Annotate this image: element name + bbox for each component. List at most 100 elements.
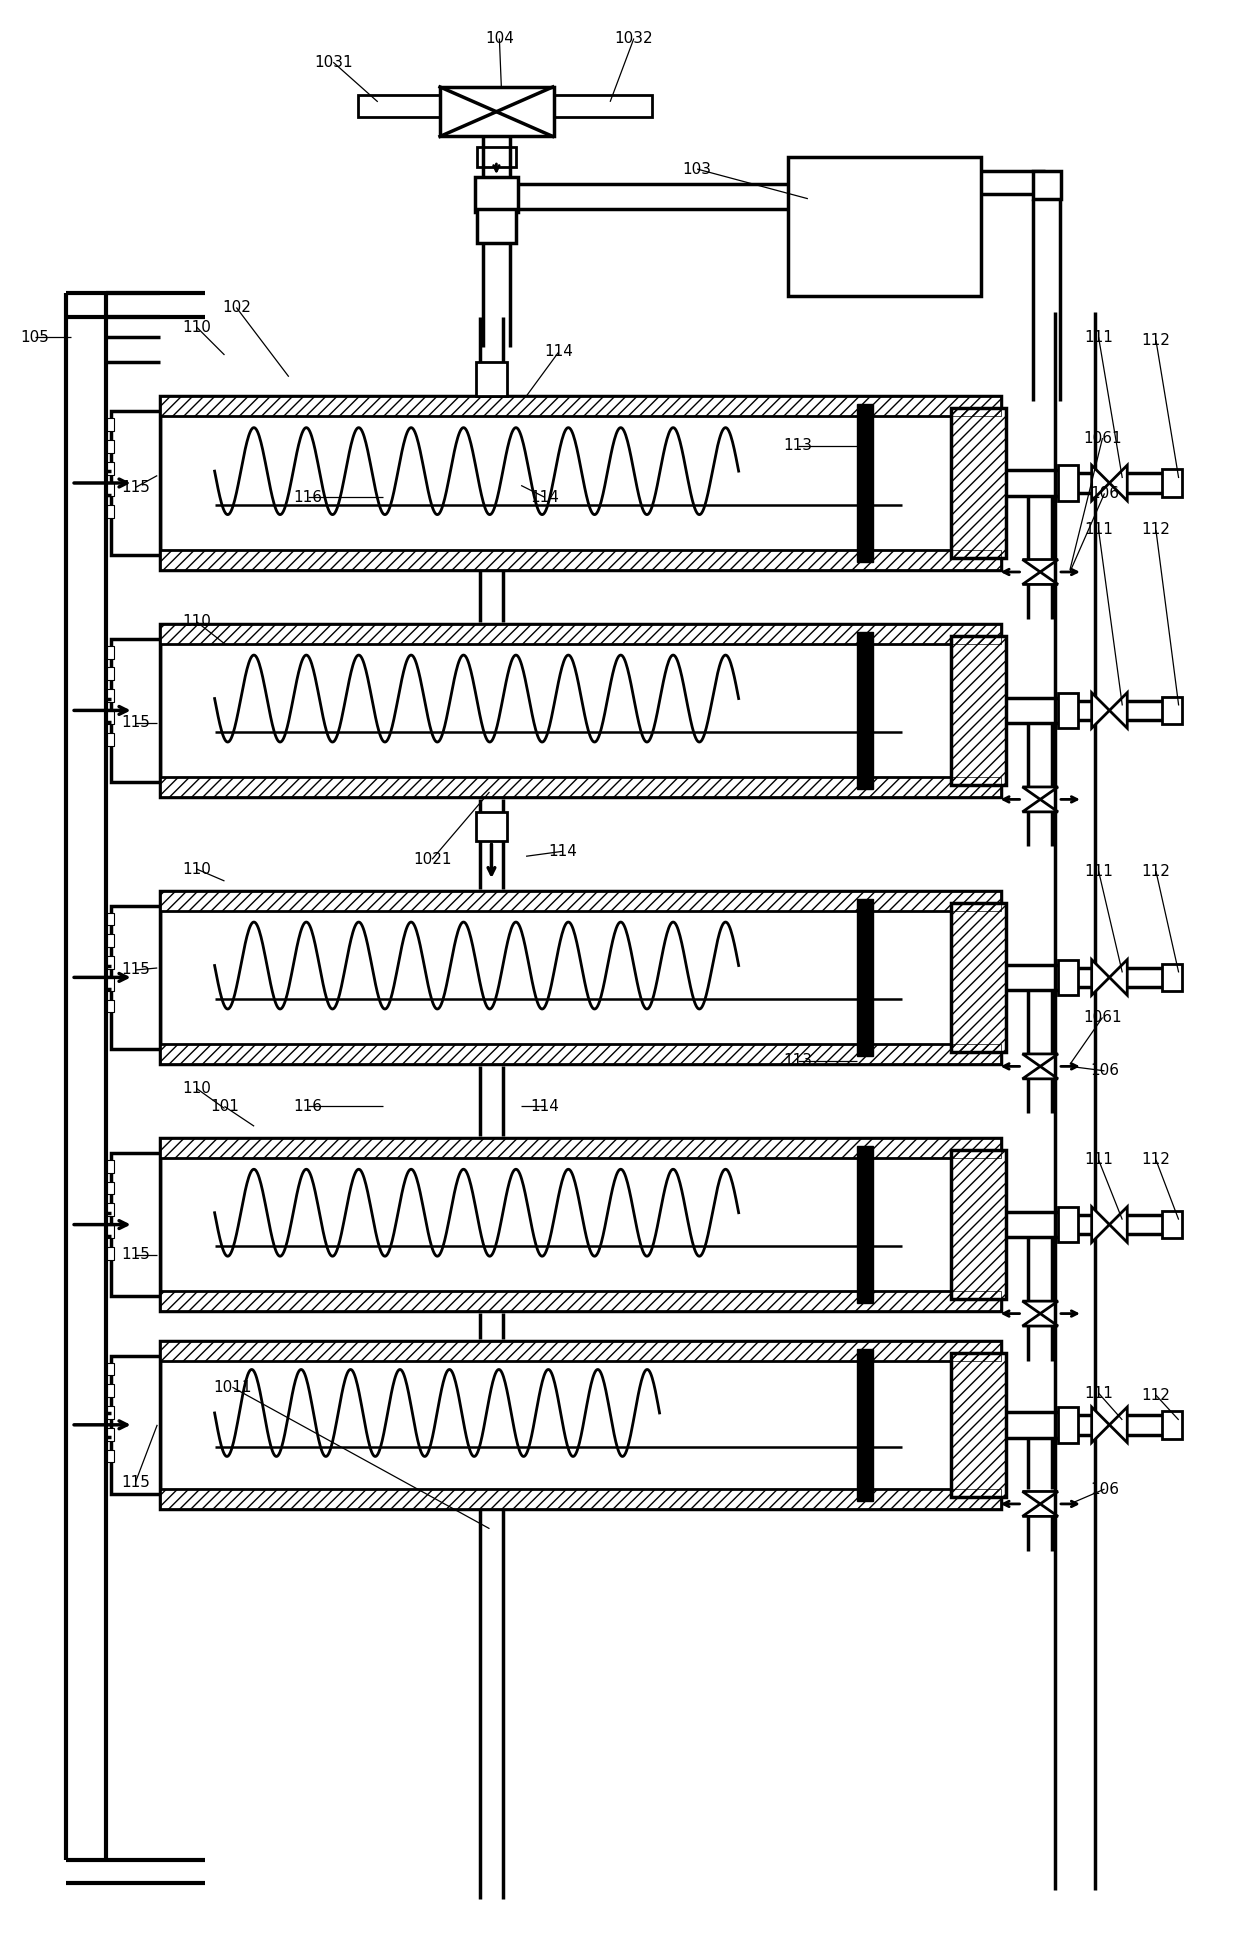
Bar <box>951 1353 1006 1497</box>
Text: 114: 114 <box>531 1100 559 1113</box>
Bar <box>160 1138 1001 1158</box>
Polygon shape <box>1110 960 1127 995</box>
Bar <box>160 891 1001 1065</box>
Bar <box>857 1146 873 1303</box>
Bar <box>160 891 1001 910</box>
Bar <box>105 1181 114 1195</box>
Text: 111: 111 <box>1084 523 1114 538</box>
Bar <box>105 484 114 496</box>
Bar <box>951 1150 1006 1299</box>
Bar <box>110 1154 160 1297</box>
Bar <box>105 935 114 947</box>
Bar <box>1162 469 1182 498</box>
Polygon shape <box>1023 1491 1058 1504</box>
Bar <box>160 397 1001 416</box>
Bar <box>951 902 1006 1051</box>
Polygon shape <box>1023 571 1058 585</box>
Text: 115: 115 <box>122 962 150 978</box>
Bar <box>1058 465 1078 501</box>
Bar <box>160 1044 1001 1065</box>
Bar <box>160 397 1001 416</box>
Text: 103: 103 <box>683 161 712 176</box>
Bar <box>951 1353 1006 1497</box>
Bar <box>105 689 114 703</box>
Bar <box>105 1247 114 1260</box>
Text: 110: 110 <box>182 862 211 877</box>
Text: 111: 111 <box>1084 863 1114 879</box>
Bar <box>160 397 1001 569</box>
Polygon shape <box>1023 800 1058 811</box>
Bar <box>951 1150 1006 1299</box>
Text: 105: 105 <box>20 329 50 345</box>
Polygon shape <box>1091 465 1110 501</box>
Bar <box>857 631 873 790</box>
Bar <box>951 635 1006 786</box>
Text: 106: 106 <box>1090 1063 1118 1078</box>
Bar <box>476 811 507 842</box>
Bar <box>160 1291 1001 1311</box>
Bar <box>105 956 114 970</box>
Polygon shape <box>1023 1504 1058 1516</box>
Bar <box>951 408 1006 558</box>
Bar <box>105 668 114 680</box>
Text: 115: 115 <box>122 1247 150 1262</box>
Bar <box>857 1349 873 1500</box>
Polygon shape <box>1110 1206 1127 1243</box>
Bar <box>951 635 1006 786</box>
Polygon shape <box>1023 786 1058 800</box>
Text: 112: 112 <box>1142 1152 1171 1167</box>
Bar <box>951 408 1006 558</box>
Text: 112: 112 <box>1142 1388 1171 1404</box>
Bar <box>160 550 1001 569</box>
Polygon shape <box>1023 1067 1058 1078</box>
Text: 116: 116 <box>293 490 322 505</box>
Bar <box>476 209 516 244</box>
Bar <box>1058 960 1078 995</box>
Bar <box>857 405 873 561</box>
Polygon shape <box>1110 693 1127 728</box>
Bar <box>1162 1210 1182 1239</box>
Text: 115: 115 <box>122 714 150 730</box>
Bar <box>1058 1206 1078 1243</box>
Bar <box>1058 693 1078 728</box>
Bar <box>1162 1411 1182 1438</box>
Bar <box>440 87 554 136</box>
Text: 115: 115 <box>122 1475 150 1489</box>
Text: 111: 111 <box>1084 1386 1114 1400</box>
Bar <box>160 891 1001 910</box>
Text: 1061: 1061 <box>1084 1011 1122 1024</box>
Bar <box>105 978 114 991</box>
Bar <box>951 1150 1006 1299</box>
Bar <box>951 635 1006 786</box>
Polygon shape <box>1091 1407 1110 1442</box>
Bar <box>358 95 496 116</box>
Text: 113: 113 <box>784 1053 812 1069</box>
Bar <box>476 147 516 166</box>
Bar <box>160 1489 1001 1508</box>
Bar <box>105 732 114 745</box>
Bar <box>160 1138 1001 1311</box>
Bar <box>105 1427 114 1440</box>
Text: 110: 110 <box>182 614 211 629</box>
Bar <box>105 1384 114 1398</box>
Polygon shape <box>1091 1206 1110 1243</box>
Bar <box>105 505 114 519</box>
Text: 114: 114 <box>544 345 573 360</box>
Bar <box>160 1489 1001 1508</box>
Text: 112: 112 <box>1142 523 1171 538</box>
Text: 111: 111 <box>1084 329 1114 345</box>
Bar <box>105 418 114 432</box>
Bar <box>789 157 981 296</box>
Bar <box>160 550 1001 569</box>
Bar <box>160 623 1001 643</box>
Bar <box>110 639 160 782</box>
Bar <box>105 645 114 658</box>
Bar <box>105 1160 114 1173</box>
Bar <box>1162 964 1182 991</box>
Bar <box>951 902 1006 1051</box>
Polygon shape <box>1023 560 1058 571</box>
Text: 101: 101 <box>210 1100 239 1113</box>
Bar <box>105 439 114 453</box>
Text: 106: 106 <box>1090 486 1118 501</box>
Text: 112: 112 <box>1142 863 1171 879</box>
